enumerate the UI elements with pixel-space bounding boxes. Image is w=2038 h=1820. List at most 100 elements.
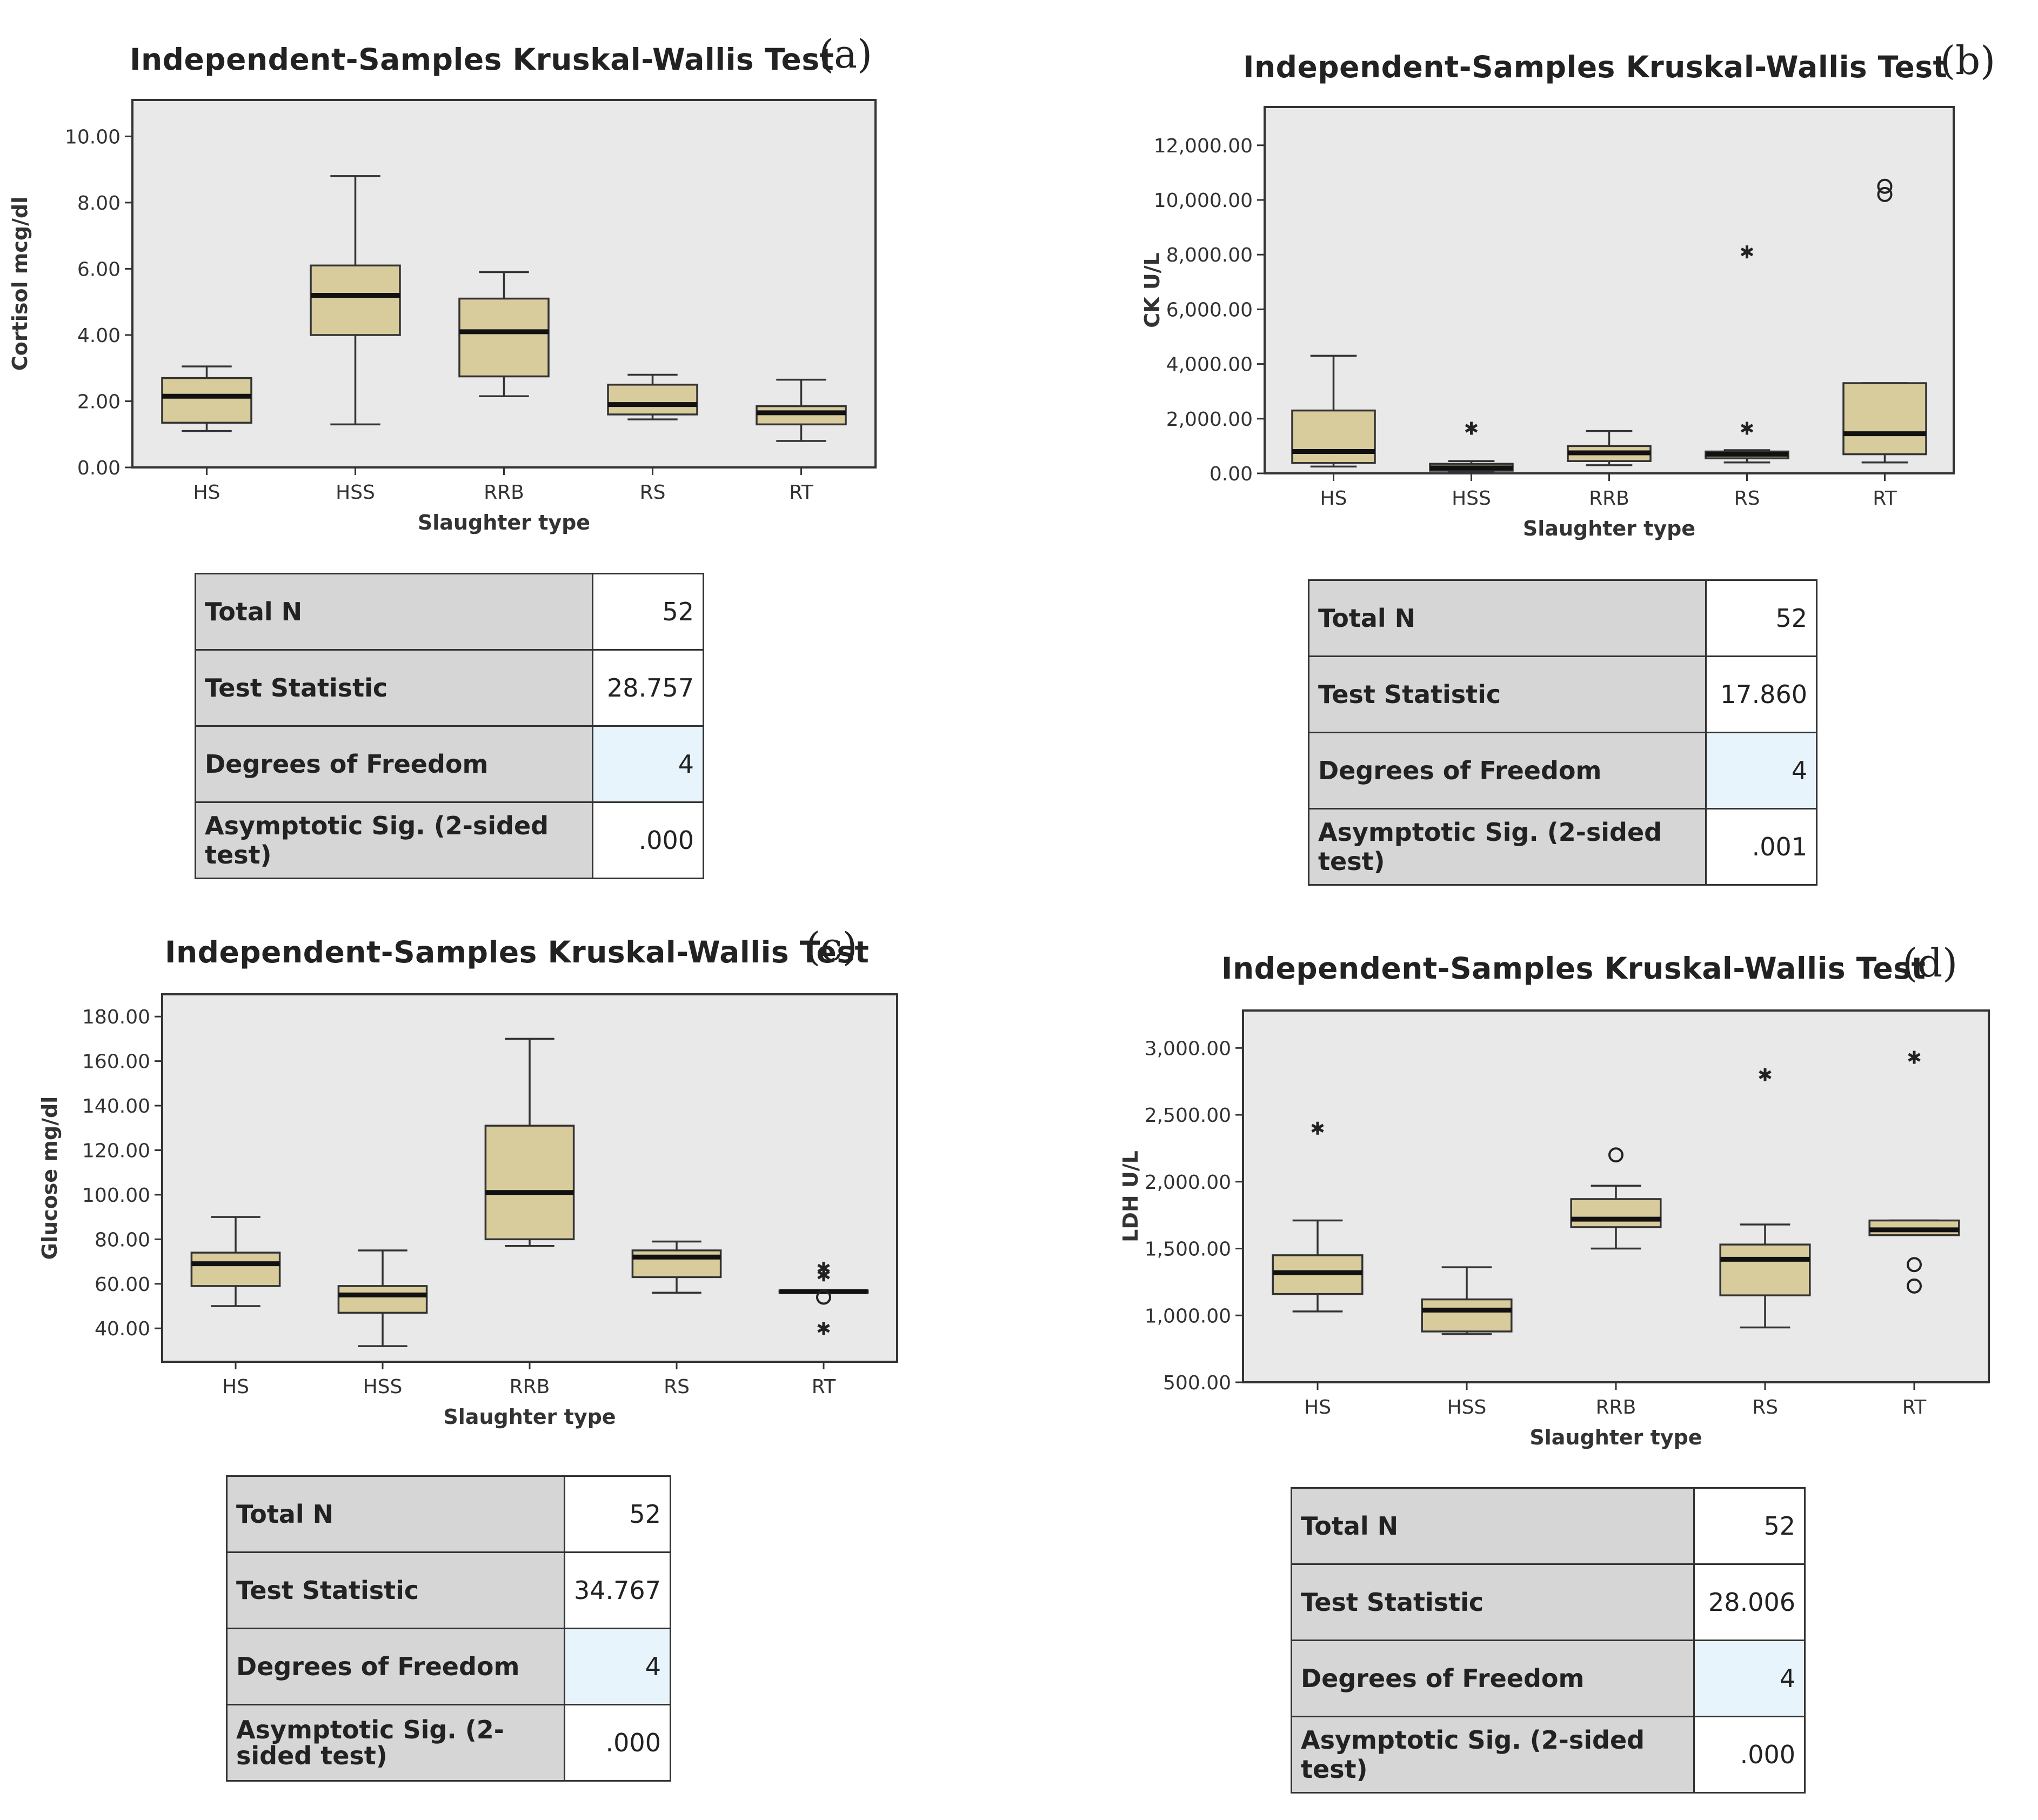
panel-label: (c) <box>805 924 858 969</box>
x-tick-label: RRB <box>510 1376 550 1398</box>
outlier-star <box>1759 1068 1772 1081</box>
boxplot-cortisol: 0.00 2.00 4.00 6.00 8.00 10.00 Cortisol mcg/dl… <box>8 99 877 534</box>
outlier-star-stroke <box>1465 424 1478 433</box>
y-axis-label: CK U/L <box>1140 252 1164 328</box>
y-tick-label: 120.00 <box>82 1140 150 1162</box>
outlier-circle <box>1608 1147 1623 1163</box>
boxplot-ldh: 500.00 1,000.00 1,500.00 2,000.00 2,500.00 3,… <box>1119 1009 1990 1449</box>
x-tick-label: HSS <box>1452 487 1491 510</box>
panel-label: (b) <box>1940 38 1996 83</box>
stat-label: Degrees of Freedom <box>195 725 593 803</box>
outlier-star <box>1908 1050 1921 1064</box>
y-tick-label: 80.00 <box>95 1229 150 1251</box>
y-tick-label: 60.00 <box>95 1274 150 1296</box>
x-tick-label: RT <box>789 481 813 504</box>
box <box>190 1252 281 1287</box>
box <box>337 1285 428 1314</box>
x-tick-label: HSS <box>363 1376 403 1398</box>
y-tick-label: 140.00 <box>82 1095 150 1118</box>
stats-table: Total N 52 Test Statistic 28.757 Degrees o… <box>195 573 704 879</box>
stat-label: Test Statistic <box>1291 1563 1695 1641</box>
stats-table: Total N 52 Test Statistic 17.860 Degrees o… <box>1308 579 1818 886</box>
x-tick-label: RS <box>1752 1396 1778 1418</box>
x-tick-label: RRB <box>484 481 524 504</box>
x-tick-label: HS <box>222 1376 249 1398</box>
x-tick-label: RT <box>1902 1396 1927 1418</box>
box <box>484 1125 575 1241</box>
stats-table: Total N 52 Test Statistic 28.006 Degrees o… <box>1291 1487 1806 1794</box>
stat-value: 4 <box>564 1628 671 1705</box>
y-tick-label: 2,500.00 <box>1145 1105 1231 1127</box>
box <box>1570 1198 1662 1228</box>
stat-label: Asymptotic Sig. (2-sided test) <box>226 1704 565 1782</box>
chart-title: Independent-Samples Kruskal-Wallis Test <box>130 42 834 77</box>
y-tick-label: 8.00 <box>77 192 121 215</box>
plot-area <box>1264 106 1955 474</box>
box <box>756 405 847 426</box>
y-tick-label: 2,000.00 <box>1166 409 1253 431</box>
x-axis-label: Slaughter type <box>1523 517 1695 540</box>
outlier-star-stroke <box>817 1324 830 1333</box>
y-tick-label: 2.00 <box>77 391 121 413</box>
stat-value: 52 <box>1705 579 1818 657</box>
x-tick-label: RT <box>1873 487 1897 510</box>
outlier-star-stroke <box>1311 1123 1324 1133</box>
stat-label: Degrees of Freedom <box>226 1628 565 1705</box>
panel-label: (a) <box>819 31 873 77</box>
stat-value: 28.006 <box>1693 1563 1806 1641</box>
outlier-star-stroke <box>1759 1070 1772 1079</box>
outlier-star-stroke <box>817 1270 830 1280</box>
box <box>631 1249 722 1279</box>
outlier-circle <box>1907 1257 1922 1273</box>
outlier-star <box>817 1322 830 1335</box>
outlier-star-stroke <box>817 1263 830 1273</box>
stat-value: .000 <box>564 1704 671 1782</box>
x-axis-label: Slaughter type <box>1529 1426 1702 1449</box>
y-tick-label: 2,000.00 <box>1145 1172 1231 1194</box>
y-tick-label: 1,500.00 <box>1145 1239 1231 1261</box>
boxplot-glucose: 40.00 60.00 80.00 100.00 120.00 140.00 160.00 1… <box>38 993 898 1429</box>
y-axis-label: Glucose mg/dl <box>38 1096 62 1260</box>
box <box>1719 1243 1811 1296</box>
y-tick-label: 4.00 <box>77 325 121 347</box>
stat-label: Total N <box>195 573 593 651</box>
stat-label: Total N <box>226 1475 565 1553</box>
chart-title: Independent-Samples Kruskal-Wallis Test <box>1221 951 1926 986</box>
stat-label: Test Statistic <box>226 1551 565 1629</box>
y-tick-label: 12,000.00 <box>1154 135 1253 157</box>
outlier-star <box>1740 421 1754 435</box>
panel-c: Independent-Samples Kruskal-Wallis Test … <box>0 908 1005 1805</box>
stat-label: Asymptotic Sig. (2-sided test) <box>1308 808 1707 886</box>
y-tick-label: 40.00 <box>95 1318 150 1340</box>
x-tick-label: RS <box>1734 487 1760 510</box>
box <box>607 384 698 416</box>
chart-title: Independent-Samples Kruskal-Wallis Test <box>165 935 870 969</box>
outlier-circle <box>816 1289 831 1305</box>
x-tick-label: RRB <box>1589 487 1629 510</box>
stat-value: 34.767 <box>564 1551 671 1629</box>
stat-label: Degrees of Freedom <box>1308 732 1707 809</box>
x-tick-label: HSS <box>336 481 375 504</box>
box <box>1421 1298 1513 1333</box>
x-axis-label: Slaughter type <box>418 511 590 534</box>
stat-value: 52 <box>564 1475 671 1553</box>
box <box>458 297 550 378</box>
x-tick-label: RS <box>640 481 666 504</box>
x-tick-label: RS <box>664 1376 690 1398</box>
box <box>1291 409 1376 464</box>
outlier-star <box>1311 1121 1324 1135</box>
x-tick-label: HS <box>193 481 220 504</box>
stat-label: Total N <box>1308 579 1707 657</box>
stat-value: .001 <box>1705 808 1818 886</box>
x-tick-label: RRB <box>1596 1396 1636 1418</box>
stats-table: Total N 52 Test Statistic 34.767 Degrees o… <box>226 1475 671 1782</box>
outlier-star-stroke <box>1740 424 1754 433</box>
y-tick-label: 100.00 <box>82 1185 150 1207</box>
y-tick-label: 6,000.00 <box>1166 299 1253 321</box>
panel-d: Independent-Samples Kruskal-Wallis Test … <box>1027 908 2032 1805</box>
outlier-star <box>1740 245 1754 259</box>
stat-label: Asymptotic Sig. (2-sided test) <box>195 801 593 879</box>
outlier-circle <box>1877 186 1893 202</box>
stat-value: .000 <box>1693 1716 1806 1794</box>
stat-value: 4 <box>592 725 704 803</box>
